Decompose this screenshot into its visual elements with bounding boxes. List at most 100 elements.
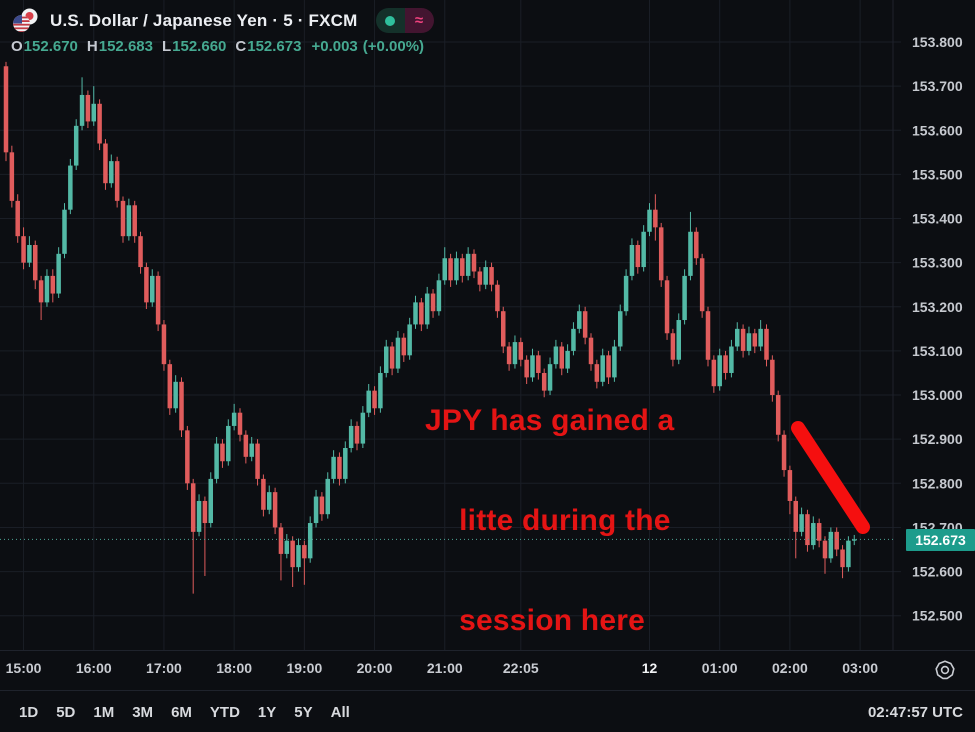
candle-down (33, 240, 38, 290)
candle-down (319, 492, 325, 521)
range-button-1m[interactable]: 1M (93, 703, 115, 721)
candle-down (354, 421, 360, 451)
range-button-5d[interactable]: 5D (56, 703, 76, 721)
range-button-6m[interactable]: 6M (171, 703, 192, 721)
candle-down (144, 262, 149, 309)
price-tick-label: 153.700 (912, 78, 963, 94)
candle-up (27, 236, 32, 268)
candle-down (770, 355, 775, 402)
candle-up (196, 494, 202, 537)
candle-up (623, 269, 629, 316)
candle-down (559, 342, 564, 376)
candle-down (372, 386, 377, 415)
ohlc-readout: O 152.670 H 152.683 L 152.660 C 152.673 +0.0… (11, 38, 424, 55)
price-axis[interactable]: 153.800 153.700 153.600 153.500 153.400 153.3… (912, 34, 963, 624)
candle-down (237, 408, 243, 442)
range-button-all[interactable]: All (330, 703, 350, 721)
candle-down (740, 324, 746, 358)
candle-up (682, 269, 687, 325)
annotation-text[interactable]: JPY has gained a litte during the sessio… (425, 396, 674, 646)
range-button-5y[interactable]: 5Y (294, 703, 313, 721)
candle-up (618, 304, 623, 351)
candle-up (647, 203, 652, 237)
candle-down (658, 222, 664, 287)
market-status-pill[interactable]: ≈ (375, 8, 434, 33)
range-button-1y[interactable]: 1Y (257, 703, 277, 721)
price-tick-label: 152.500 (912, 608, 963, 624)
candle-down (822, 536, 828, 574)
price-tick-label: 153.100 (912, 343, 963, 359)
candle-up (735, 322, 740, 351)
candle-down (635, 240, 641, 274)
range-button-3m[interactable]: 3M (132, 703, 154, 721)
annotation-trend-line[interactable] (791, 421, 870, 534)
candle-up (313, 489, 319, 528)
candle-up (348, 419, 354, 453)
candle-down (694, 227, 699, 265)
settings-gear-icon[interactable] (933, 658, 957, 682)
close-label: C (235, 38, 247, 55)
close-value: 152.673 (247, 38, 302, 55)
candle-up (331, 450, 336, 484)
candle-down (536, 350, 541, 380)
time-tick-label: 02:00 (771, 660, 808, 676)
candle-down (582, 306, 588, 345)
candle-up (454, 251, 459, 285)
candle-up (249, 436, 254, 462)
time-axis[interactable]: 15:00 16:00 17:00 18:00 19:00 20:00 21:00 22:05… (0, 650, 975, 689)
bottom-toolbar: 1D 5D 1M 3M 6M YTD 1Y 5Y All 02:47:57 UTC (0, 690, 975, 732)
candle-up (56, 247, 61, 298)
price-tick-label: 153.800 (912, 34, 963, 50)
candle-down (793, 496, 798, 559)
candle-down (495, 280, 500, 318)
candle-down (471, 249, 477, 279)
annotation-line-3: session here (459, 604, 645, 637)
candle-up (91, 86, 96, 126)
candle-down (278, 523, 284, 581)
candle-down (155, 271, 161, 332)
low-label: L (161, 38, 172, 55)
price-tick-label: 153.200 (912, 299, 963, 315)
candle-down (501, 306, 506, 354)
candle-down (302, 540, 307, 585)
candle-up (530, 348, 535, 382)
change-percent: (+0.00%) (362, 38, 425, 55)
change-value: +0.003 (311, 38, 358, 55)
open-value: 152.670 (23, 38, 78, 55)
candle-up (641, 225, 646, 272)
candle-up (109, 154, 114, 188)
market-open-dot-icon (385, 15, 396, 26)
candle-down (764, 324, 769, 367)
candle-down (261, 474, 266, 517)
candle-up (79, 77, 85, 131)
candle-up (343, 441, 348, 484)
candle-down (664, 275, 670, 340)
candle-up (208, 472, 213, 528)
candle-down (594, 359, 600, 389)
candle-down (834, 527, 839, 557)
candle-down (243, 430, 249, 464)
range-button-ytd[interactable]: YTD (209, 703, 240, 721)
candle-up (571, 322, 576, 356)
candle-up (811, 516, 816, 550)
candle-down (9, 145, 15, 208)
high-value: 152.683 (98, 38, 153, 55)
candle-up (577, 304, 582, 334)
candle-down (805, 509, 810, 552)
range-button-1d[interactable]: 1D (19, 703, 39, 721)
candle-down (518, 337, 524, 367)
candlestick-chart[interactable]: 153.800 153.700 153.600 153.500 153.400 153.3… (0, 0, 975, 650)
candle-down (85, 90, 91, 129)
utc-clock[interactable]: 02:47:57 UTC (867, 703, 963, 721)
candle-down (787, 465, 793, 515)
candle-up (483, 260, 488, 290)
candle-down (290, 536, 295, 588)
candle-down (699, 253, 705, 318)
candle-up (126, 198, 132, 241)
candle-down (114, 156, 120, 208)
candle-up (676, 313, 681, 365)
candle-down (389, 342, 395, 376)
candle-down (15, 194, 20, 243)
delayed-data-icon: ≈ (404, 8, 434, 33)
symbol-title[interactable]: U.S. Dollar / Japanese Yen · 5 · FXCM (50, 10, 358, 30)
